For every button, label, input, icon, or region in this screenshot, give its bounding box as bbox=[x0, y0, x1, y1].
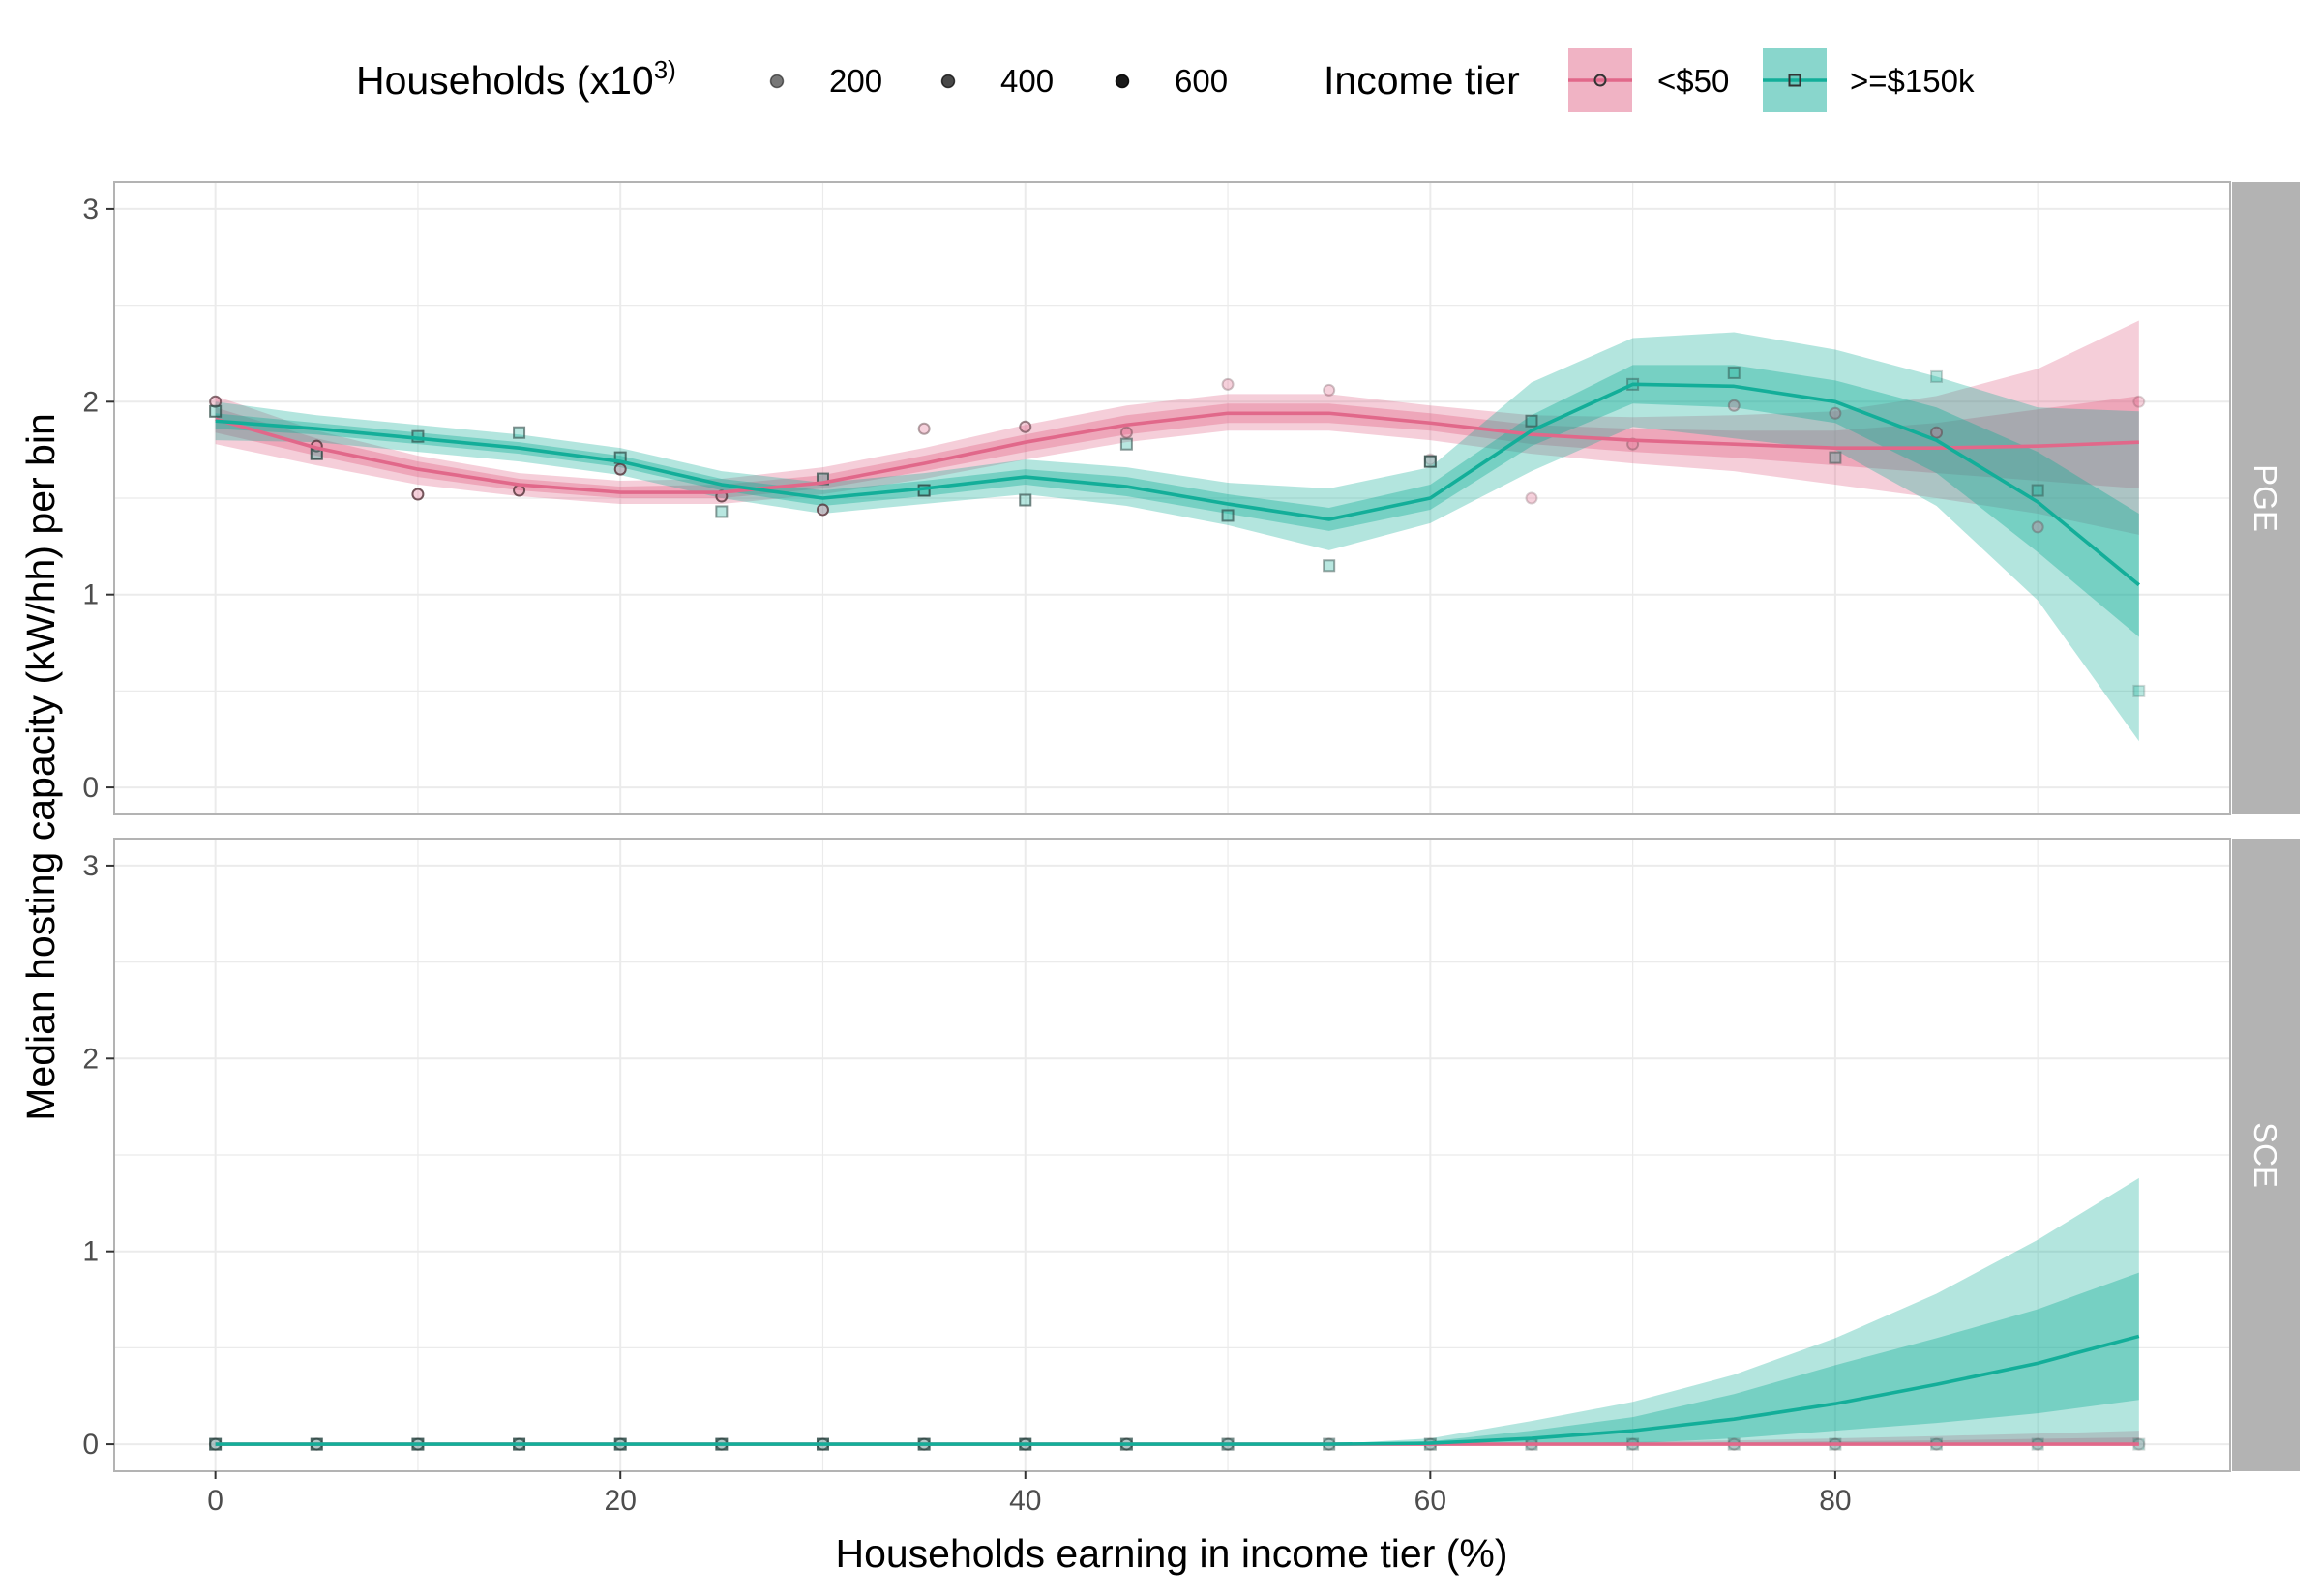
data-point-square bbox=[513, 426, 526, 439]
data-point-circle bbox=[1119, 426, 1133, 439]
data-point-circle bbox=[209, 395, 223, 408]
data-point-square bbox=[1019, 493, 1032, 507]
data-point-square bbox=[2031, 484, 2044, 497]
data-point-circle bbox=[411, 488, 425, 501]
size-legend-key bbox=[769, 74, 785, 89]
facet-strip-label: SCE bbox=[2248, 1122, 2283, 1188]
data-point-circle bbox=[1727, 399, 1741, 412]
size-legend-label: 200 bbox=[829, 63, 882, 99]
data-point-square bbox=[1323, 559, 1336, 573]
x-tick-label: 0 bbox=[207, 1485, 223, 1517]
facet-strip-background bbox=[2232, 839, 2300, 1471]
size-legend-key bbox=[1115, 74, 1130, 89]
data-point-circle bbox=[1829, 406, 1842, 420]
data-point-square bbox=[1829, 451, 1842, 464]
data-point-square bbox=[209, 404, 223, 418]
panel-border bbox=[113, 181, 2231, 815]
color-legend-label: <$50 bbox=[1657, 63, 1729, 99]
y-tick-label: 3 bbox=[82, 850, 99, 882]
y-axis: 0 1 2 3 bbox=[82, 193, 114, 804]
series-line-low bbox=[215, 411, 2139, 494]
panel-pge: 0 1 2 3 PGE bbox=[82, 181, 2300, 815]
color-legend-marker bbox=[1593, 74, 1607, 87]
data-point-circle bbox=[1221, 377, 1235, 391]
confidence-band-low bbox=[215, 396, 2139, 498]
data-point-square bbox=[1423, 455, 1437, 468]
confidence-band-high bbox=[215, 365, 2139, 637]
y-tick-label: 1 bbox=[82, 579, 99, 611]
color-legend-label: >=$150k bbox=[1850, 63, 1975, 99]
data-point-circle bbox=[1525, 491, 1538, 505]
data-point-circle bbox=[2132, 395, 2146, 408]
size-legend-entries: 200 400 600 bbox=[769, 63, 1228, 99]
panel-content bbox=[209, 320, 2146, 742]
color-legend-marker bbox=[1788, 74, 1801, 87]
x-tick-label: 80 bbox=[1819, 1485, 1851, 1517]
confidence-band-high bbox=[215, 1177, 2139, 1445]
color-legend-title: Income tier bbox=[1324, 58, 1520, 103]
panel-sce: 0 1 2 3 SCE bbox=[82, 838, 2300, 1472]
color-legend-entries: <$50 >=$150k bbox=[1568, 48, 1975, 112]
confidence-band-low bbox=[215, 320, 2139, 535]
data-point-circle bbox=[2031, 520, 2044, 534]
series-line-high bbox=[215, 382, 2140, 587]
size-legend-label: 400 bbox=[1000, 63, 1054, 99]
y-tick-label: 1 bbox=[82, 1236, 99, 1268]
legend: Households (x103) 200 400 600 Income tier … bbox=[356, 48, 1975, 112]
data-point-circle bbox=[1019, 420, 1032, 433]
y-tick-label: 2 bbox=[82, 1043, 99, 1075]
data-point-square bbox=[1119, 437, 1133, 451]
panel-border bbox=[113, 838, 2231, 1472]
data-point-circle bbox=[1930, 426, 1944, 439]
size-legend-title-main: Households (x10 bbox=[356, 58, 654, 103]
facet-strip: PGE bbox=[2232, 182, 2300, 814]
data-point-square bbox=[1525, 414, 1538, 428]
facet-strip-background bbox=[2232, 182, 2300, 814]
y-tick-label: 0 bbox=[82, 1429, 99, 1461]
size-legend-label: 600 bbox=[1175, 63, 1228, 99]
size-legend-title-sup: 3) bbox=[654, 55, 676, 84]
x-tick-label: 60 bbox=[1414, 1485, 1446, 1517]
gridlines bbox=[114, 839, 2230, 1471]
x-axis-title: Households earning in income tier (%) bbox=[835, 1531, 1507, 1576]
data-point-circle bbox=[917, 422, 931, 435]
size-legend-key bbox=[940, 74, 956, 89]
data-point-circle bbox=[816, 503, 829, 517]
y-axis-title: Median hosting capacity (kW/hh) per bin bbox=[18, 413, 63, 1121]
data-point-square bbox=[1727, 366, 1741, 379]
data-point-circle bbox=[613, 462, 627, 476]
y-tick-label: 2 bbox=[82, 386, 99, 418]
y-tick-label: 0 bbox=[82, 772, 99, 804]
data-point-square bbox=[1930, 369, 1944, 383]
data-point-circle bbox=[513, 484, 526, 497]
y-axis: 0 1 2 3 bbox=[82, 850, 114, 1461]
facet-strip: SCE bbox=[2232, 839, 2300, 1471]
x-axis: 0 20 40 60 80 bbox=[207, 1471, 1852, 1517]
data-point-square bbox=[1221, 509, 1235, 522]
x-tick-label: 20 bbox=[605, 1485, 637, 1517]
x-tick-label: 40 bbox=[1009, 1485, 1041, 1517]
series-line-high bbox=[215, 1334, 2140, 1446]
panel-content bbox=[209, 1177, 2146, 1451]
size-legend-title: Households (x103) bbox=[356, 55, 676, 103]
y-tick-label: 3 bbox=[82, 193, 99, 225]
data-point-square bbox=[2132, 684, 2146, 697]
facet-strip-label: PGE bbox=[2248, 464, 2283, 532]
data-point-square bbox=[715, 505, 729, 518]
data-point-circle bbox=[1323, 383, 1336, 397]
